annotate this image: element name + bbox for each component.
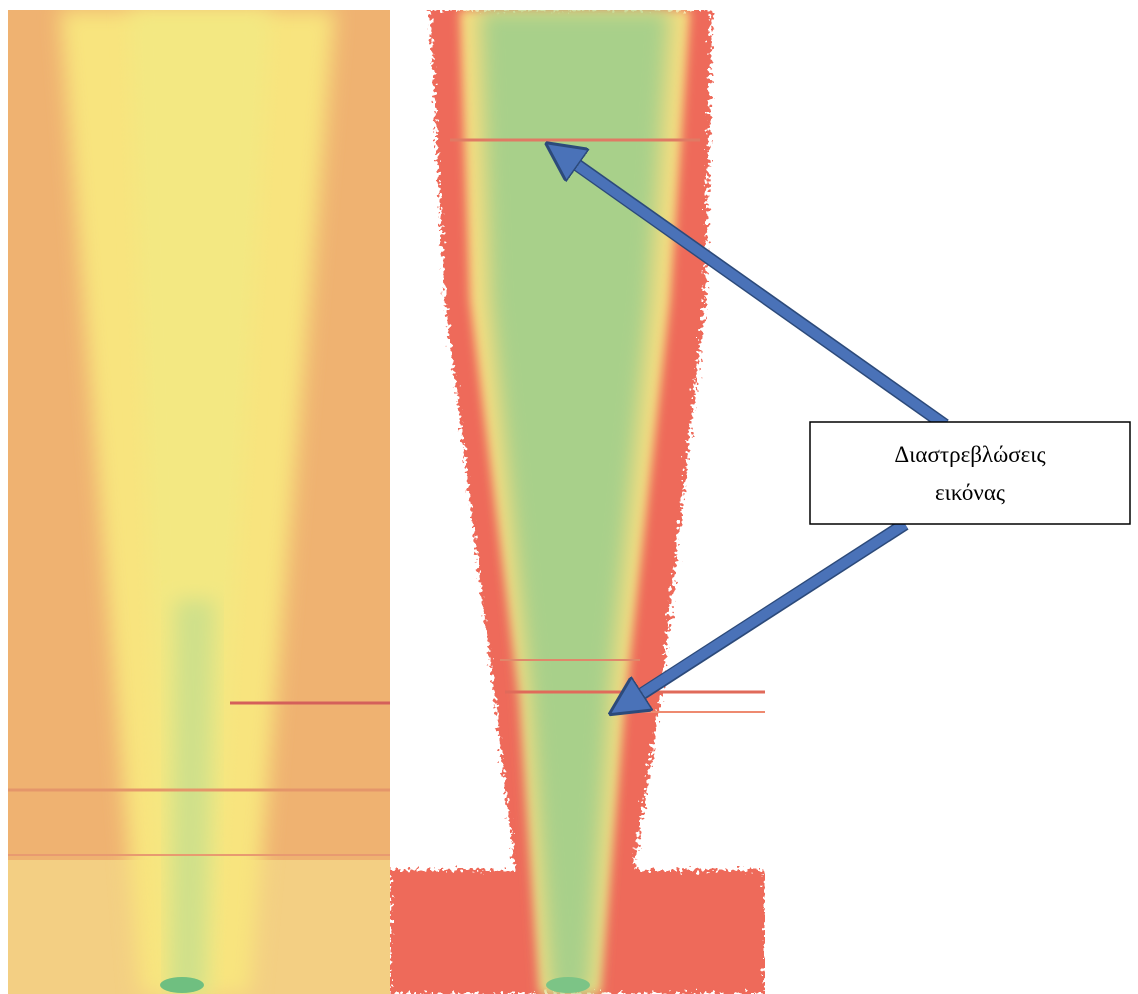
left-panel	[8, 10, 390, 994]
nozzle	[546, 977, 590, 993]
nozzle	[160, 977, 204, 993]
annotation-text: εικόνας	[935, 480, 1005, 505]
figure: Διαστρεβλώσεις εικόνας	[0, 0, 1138, 994]
page: Διαστρεβλώσεις εικόνας (() => { const da…	[0, 0, 1138, 994]
annotation-box	[810, 422, 1130, 524]
annotation-text: Διαστρεβλώσεις	[894, 442, 1045, 467]
